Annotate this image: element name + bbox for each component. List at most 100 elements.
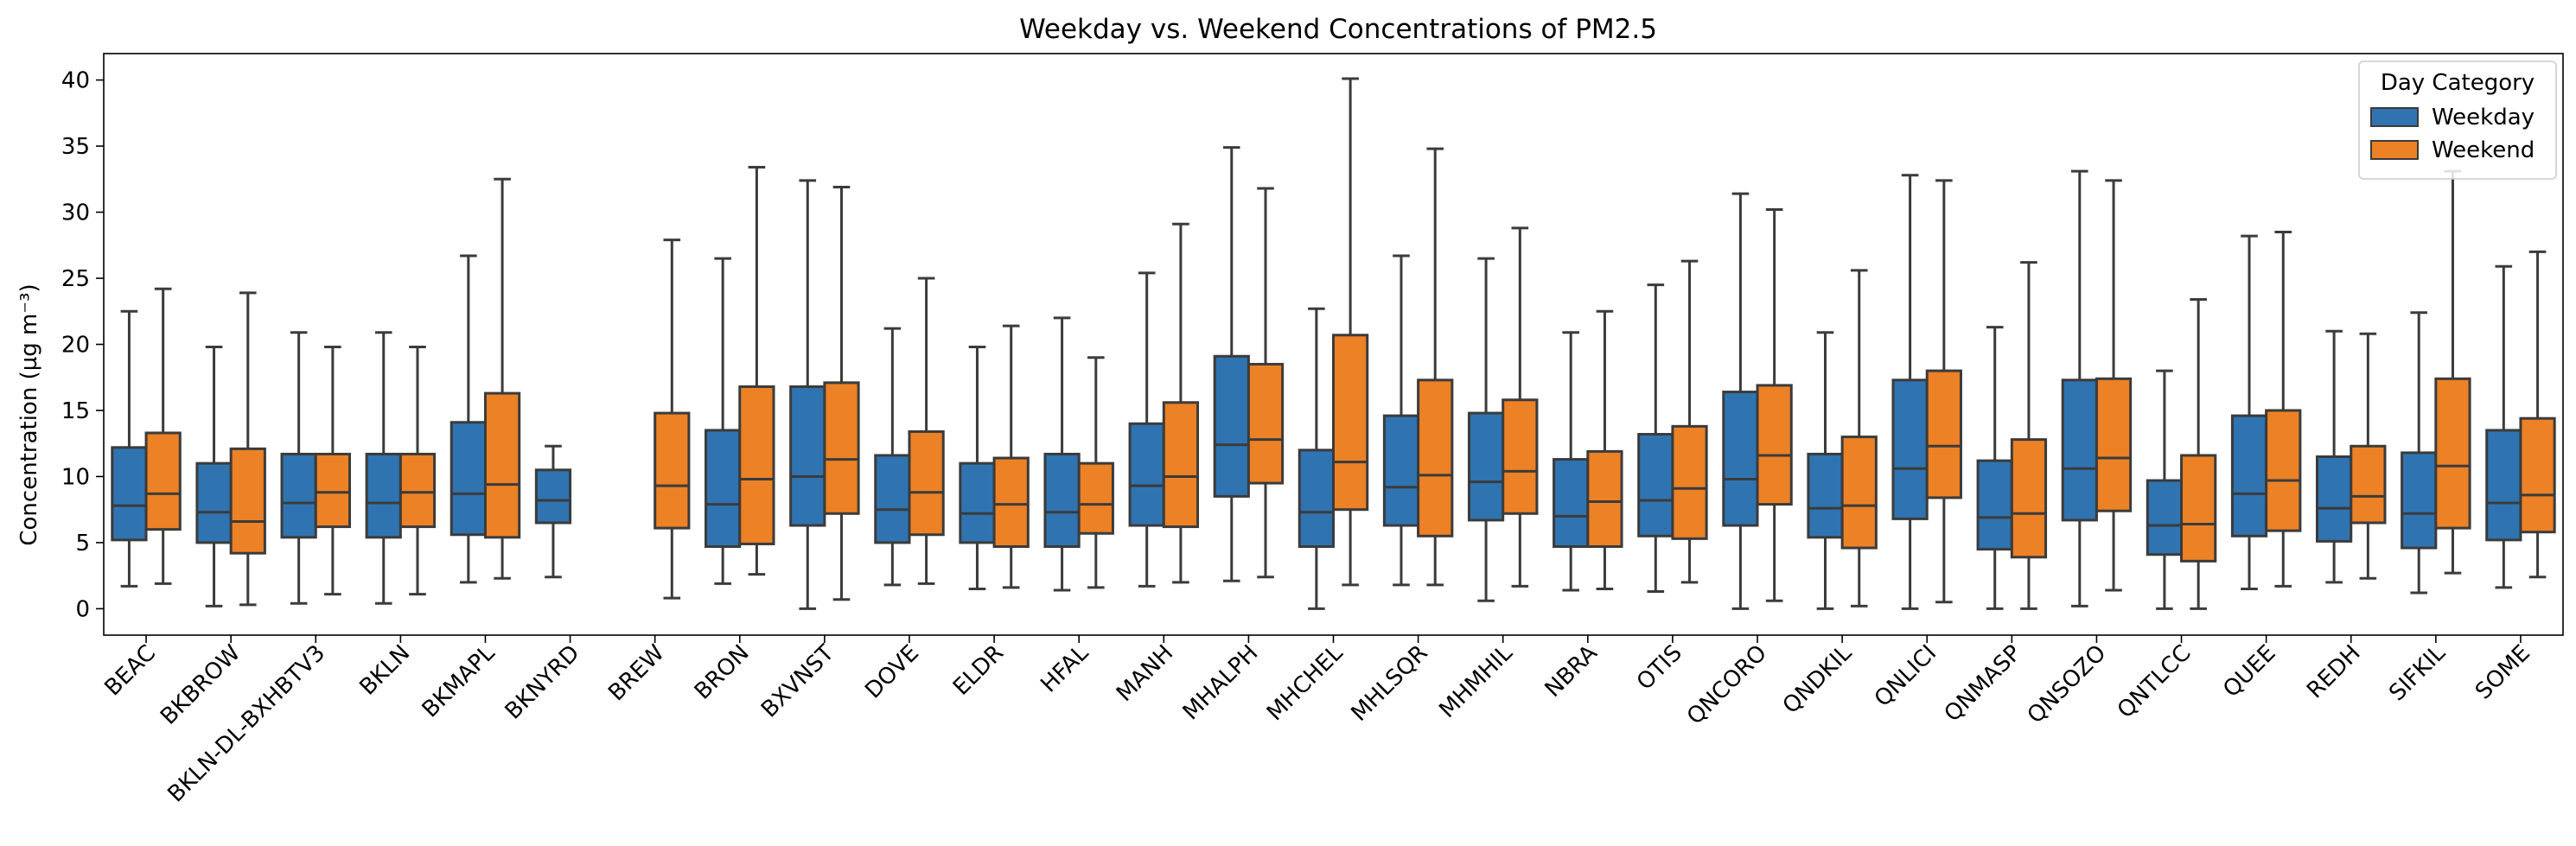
x-tick-label: MANH: [1112, 640, 1178, 707]
iqr-box: [2401, 451, 2438, 550]
box-weekend-some: [2519, 250, 2556, 579]
box-weekday-dove: [874, 327, 911, 587]
box-weekend-brew: [654, 239, 691, 600]
iqr-box: [823, 381, 860, 515]
iqr-box: [2434, 377, 2471, 530]
iqr-box: [992, 456, 1030, 549]
iqr-box: [2265, 409, 2302, 532]
legend-title: Day Category: [2381, 70, 2535, 96]
x-tick-label: QNDKIL: [1778, 639, 1858, 719]
plot-area: [103, 53, 2564, 636]
iqr-box: [1417, 378, 1454, 537]
x-tick-label: BXVNST: [756, 640, 839, 723]
legend: Day Category Weekday Weekend: [2358, 60, 2557, 180]
x-tick-label: QNTLCC: [2113, 640, 2197, 724]
iqr-box: [1298, 448, 1336, 549]
box-weekday-qnsozo: [2061, 169, 2098, 607]
iqr-box: [2485, 429, 2522, 542]
box-weekend-bkbrow: [229, 291, 266, 607]
y-tick-label: 30: [61, 200, 90, 226]
iqr-box: [2519, 417, 2556, 534]
x-tick-label: MHALPH: [1178, 640, 1264, 726]
box-weekday-qnlici: [1891, 174, 1929, 610]
box-weekday-mhchel: [1298, 307, 1336, 610]
iqr-box: [314, 452, 351, 529]
box-weekday-beac: [111, 309, 148, 588]
legend-label-weekend: Weekend: [2432, 137, 2535, 163]
iqr-box: [1671, 424, 1708, 540]
box-weekday-qntlcc: [2146, 369, 2184, 610]
y-tick-label: 5: [75, 531, 90, 557]
iqr-box: [450, 421, 487, 537]
box-weekday-mhalph: [1213, 146, 1250, 582]
iqr-box: [789, 385, 826, 527]
iqr-box: [1722, 391, 1759, 527]
x-tick-label: BRON: [690, 640, 755, 705]
box-weekend-mhmhil: [1502, 226, 1539, 588]
iqr-box: [1502, 398, 1539, 515]
y-tick-label: 25: [61, 266, 90, 292]
iqr-box: [1382, 414, 1420, 527]
iqr-box: [280, 452, 317, 539]
iqr-box: [195, 461, 233, 544]
iqr-box: [2061, 378, 2098, 522]
iqr-box: [399, 452, 437, 529]
x-tick-label: DOVE: [860, 640, 924, 704]
x-tick-label: QNSOZO: [2023, 640, 2112, 729]
legend-swatch-weekday: [2370, 107, 2419, 127]
box-weekend-bkln-dl-bxhbtv3: [314, 346, 351, 596]
iqr-box: [1840, 436, 1878, 550]
box-weekday-quee: [2230, 234, 2268, 590]
box-weekend-quee: [2265, 230, 2302, 588]
y-tick-label: 20: [61, 333, 90, 359]
iqr-box: [1467, 411, 1505, 522]
iqr-box: [1891, 378, 1929, 520]
iqr-box: [959, 461, 996, 544]
iqr-box: [654, 411, 691, 530]
box-weekend-qndkil: [1840, 269, 1878, 607]
x-tick-label: ELDR: [948, 640, 1009, 701]
iqr-box: [483, 391, 521, 539]
box-weekday-bkln: [365, 331, 402, 605]
iqr-box: [705, 429, 742, 549]
x-tick-label: BEAC: [99, 640, 161, 702]
box-weekday-some: [2485, 264, 2522, 589]
iqr-box: [874, 454, 911, 544]
box-weekday-sifkil: [2401, 311, 2438, 595]
box-weekday-mhlsqr: [1382, 254, 1420, 587]
y-tick-label: 35: [61, 134, 90, 160]
iqr-box: [1976, 459, 2013, 551]
iqr-box: [1637, 433, 1674, 537]
iqr-box: [2180, 454, 2217, 563]
legend-label-weekday: Weekday: [2432, 105, 2535, 130]
x-tick-label: HFAL: [1036, 639, 1094, 697]
iqr-box: [2010, 438, 2048, 559]
x-tick-label: BKBROW: [156, 640, 245, 730]
iqr-box: [365, 452, 402, 539]
x-tick-label: BKNYRD: [501, 640, 585, 725]
box-weekday-mhmhil: [1467, 257, 1505, 602]
x-tick-label: BREW: [603, 640, 669, 706]
iqr-box: [111, 446, 148, 542]
box-weekend-qntlcc: [2180, 297, 2217, 610]
iqr-box: [1553, 458, 1590, 549]
iqr-box: [2350, 444, 2387, 525]
iqr-box: [1043, 452, 1081, 549]
box-weekend-qnmasp: [2010, 261, 2048, 610]
box-weekday-bknyrd: [534, 444, 572, 579]
box-weekday-manh: [1128, 271, 1165, 588]
x-tick-label: BKLN-DL-BXHBTV3: [163, 640, 330, 808]
x-tick-label: MHLSQR: [1346, 640, 1432, 727]
box-weekend-nbra: [1586, 309, 1623, 590]
iqr-box: [2095, 377, 2133, 512]
box-weekend-qnsozo: [2095, 179, 2133, 592]
iqr-box: [1332, 334, 1369, 512]
x-tick-label: REDH: [2302, 640, 2366, 704]
y-tick-label: 40: [61, 68, 90, 94]
x-tick-label: QUEE: [2218, 640, 2280, 703]
box-weekend-hfal: [1077, 356, 1114, 589]
box-weekday-bron: [705, 257, 742, 585]
iqr-box: [1247, 362, 1285, 485]
box-weekday-bkbrow: [195, 346, 233, 607]
